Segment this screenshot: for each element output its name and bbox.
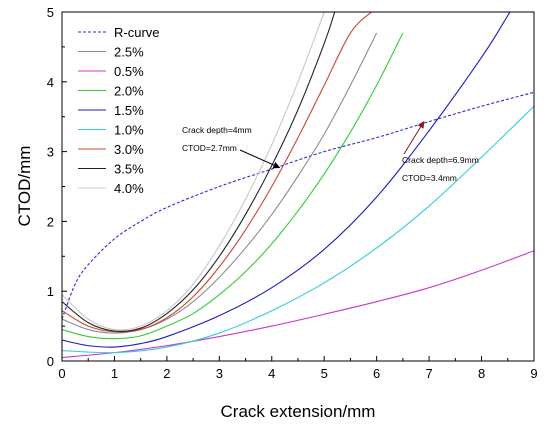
series-line-4 — [62, 12, 511, 348]
legend-label: R-curve — [114, 25, 160, 40]
y-tick-label: 4 — [47, 75, 54, 90]
x-axis-title: Crack extension/mm — [221, 402, 376, 421]
y-axis-title: CTOD/mm — [15, 146, 34, 227]
legend-label: 0.5% — [114, 64, 144, 79]
legend-label: 3.0% — [114, 142, 144, 157]
x-axis: 0 1 2 3 4 5 6 7 8 9 — [58, 356, 538, 381]
x-tick-label: 4 — [268, 366, 275, 381]
annotation-arrow — [239, 149, 281, 169]
series-line-2 — [62, 250, 534, 359]
y-tick-label: 1 — [47, 284, 54, 299]
y-axis: 0 1 2 3 4 5 — [47, 5, 67, 369]
legend-label: 4.0% — [114, 181, 144, 196]
series-line-1 — [62, 32, 378, 334]
x-tick-label: 0 — [58, 366, 65, 381]
annotation-text: CTOD=3.4mm — [402, 173, 457, 183]
y-tick-label: 0 — [47, 354, 54, 369]
annotation-text: Crack depth=4mm — [182, 125, 252, 135]
annotation-text: CTOD=2.7mm — [182, 143, 237, 153]
y-tick-label: 2 — [47, 214, 54, 229]
x-tick-label: 6 — [373, 366, 380, 381]
y-tick-label: 5 — [47, 5, 54, 20]
annotation-arrow — [403, 120, 425, 155]
series-line-0 — [62, 91, 534, 320]
legend-label: 2.5% — [114, 45, 144, 60]
series-line-8 — [62, 12, 325, 331]
x-tick-label: 5 — [321, 366, 328, 381]
x-tick-label: 8 — [478, 366, 485, 381]
x-tick-label: 9 — [530, 366, 537, 381]
y-tick-label: 3 — [47, 145, 54, 160]
x-tick-label: 3 — [216, 366, 223, 381]
series-line-7 — [62, 12, 336, 332]
x-tick-label: 7 — [425, 366, 432, 381]
series-layer — [62, 12, 534, 359]
series-line-5 — [62, 105, 534, 354]
x-tick-label: 2 — [163, 366, 170, 381]
legend-label: 1.0% — [114, 123, 144, 138]
annotation-text: Crack depth=6.9mm — [402, 155, 479, 165]
annotations: Crack depth=4mm CTOD=2.7mm Crack depth=6.9… — [182, 120, 479, 183]
x-tick-label: 1 — [111, 366, 118, 381]
legend-label: 2.0% — [114, 84, 144, 99]
legend-label: 1.5% — [114, 103, 144, 118]
series-line-3 — [62, 32, 404, 340]
legend: R-curve 2.5% 0.5% 2.0% 1.5% 1.0% 3.0% 3.5% 4.0% — [78, 25, 160, 196]
series-line-6 — [62, 12, 372, 333]
legend-label: 3.5% — [114, 162, 144, 177]
